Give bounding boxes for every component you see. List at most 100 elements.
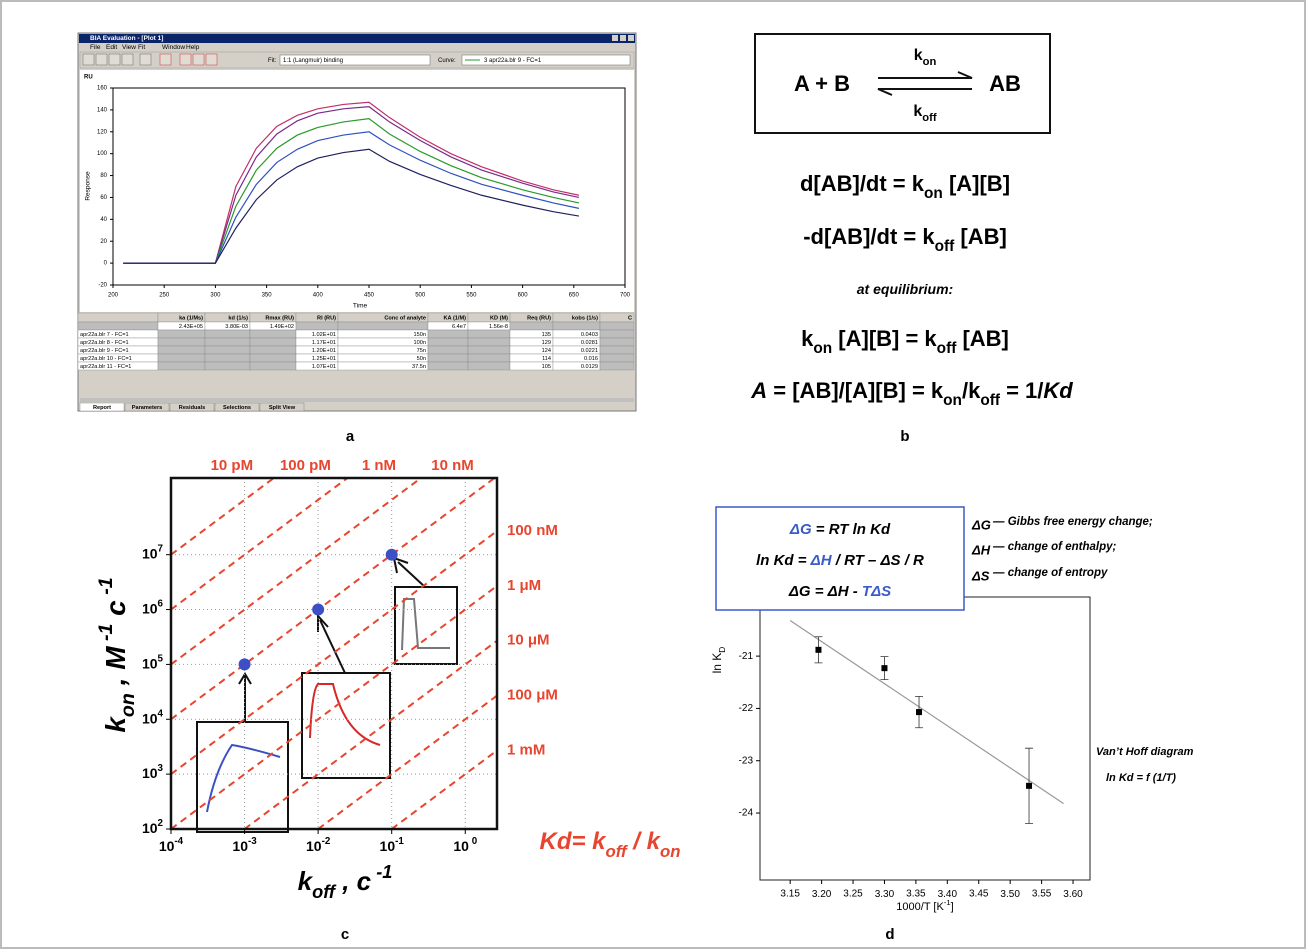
- table-cell: [428, 354, 468, 362]
- tool-button[interactable]: [83, 54, 94, 65]
- tool-button[interactable]: [140, 54, 151, 65]
- table-value: 1.17E+01: [312, 340, 336, 346]
- table-header: C: [628, 315, 632, 321]
- text-part: on: [813, 340, 832, 357]
- table-value: apr22a.blr 10 - FC=1: [80, 356, 132, 362]
- table-value: 105: [542, 364, 551, 370]
- table-cell: [600, 346, 634, 354]
- tool-button[interactable]: [206, 54, 217, 65]
- window-button[interactable]: [612, 35, 618, 41]
- text-part: / RT – ΔS / R: [832, 552, 924, 569]
- table-value: 50n: [417, 356, 426, 362]
- tab-label[interactable]: Selections: [223, 405, 251, 411]
- legend-text: — Gibbs free energy change;: [992, 516, 1153, 528]
- legend-text: — change of enthalpy;: [992, 541, 1116, 553]
- tick-exponent: -2: [322, 836, 331, 847]
- table-header: kd (1/s): [228, 315, 248, 321]
- tool-button[interactable]: [96, 54, 107, 65]
- axis-title: Response: [85, 171, 92, 201]
- tick-label: 450: [364, 293, 375, 299]
- data-point: [881, 665, 887, 671]
- tick-label: 600: [518, 293, 529, 299]
- kd-label: 10 nM: [431, 457, 474, 474]
- tab-label[interactable]: Parameters: [132, 405, 162, 411]
- tick-label: 3.25: [843, 889, 863, 900]
- tick-label: 500: [415, 293, 426, 299]
- window-title: BIA Evaluation - [Plot 1]: [90, 35, 163, 42]
- text-part: k: [100, 716, 131, 733]
- table-value: 100n: [414, 340, 426, 346]
- tick-base: 10: [380, 838, 396, 854]
- data-point: [815, 647, 821, 653]
- table-cell: [428, 330, 468, 338]
- tool-button[interactable]: [193, 54, 204, 65]
- text-part: ]: [951, 901, 954, 913]
- text-part: Kd: [1043, 378, 1073, 403]
- kd-label: 100 μM: [507, 687, 558, 704]
- table-header: RI (RU): [317, 315, 336, 321]
- page: BIA Evaluation - [Plot 1]FileEditViewFit…: [0, 0, 1306, 949]
- menu-item[interactable]: File: [90, 44, 101, 51]
- table-value: 124: [542, 348, 551, 354]
- tick-exponent: 3: [158, 763, 164, 774]
- tab-label[interactable]: Split View: [269, 405, 296, 411]
- tick-base: 10: [142, 600, 158, 616]
- table-cell: [600, 354, 634, 362]
- thermo-equation: ΔG = RT ln Kd: [789, 521, 891, 538]
- tick-label: 3.55: [1032, 889, 1052, 900]
- table-cell: [250, 346, 296, 354]
- text-part: ln K: [710, 653, 724, 674]
- tick-label: 350: [262, 293, 273, 299]
- panel-label: c: [341, 926, 349, 943]
- tick-label: 300: [210, 293, 221, 299]
- window-button[interactable]: [620, 35, 626, 41]
- table-header: ka (1/Ms): [179, 315, 203, 321]
- scrollbar[interactable]: [80, 398, 634, 402]
- tick-label: 3.30: [875, 889, 895, 900]
- table-value: 0.0221: [581, 348, 598, 354]
- tool-button[interactable]: [122, 54, 133, 65]
- menu-item[interactable]: Fit: [138, 44, 145, 51]
- menu-item[interactable]: Window: [162, 44, 185, 51]
- menu-item[interactable]: Edit: [106, 44, 117, 51]
- menu-item[interactable]: Help: [186, 44, 200, 51]
- kd-label: 1 μM: [507, 577, 541, 594]
- table-cell: [600, 322, 634, 330]
- window-button[interactable]: [628, 35, 634, 41]
- tab-label[interactable]: Residuals: [179, 405, 205, 411]
- tool-button[interactable]: [109, 54, 120, 65]
- text-part: ln Kd =: [756, 552, 811, 569]
- tick-base: 10: [142, 765, 158, 781]
- tab-label[interactable]: Report: [93, 405, 111, 411]
- tick-base: 10: [453, 838, 469, 854]
- tick-label: 250: [159, 293, 170, 299]
- table-cell: [296, 322, 338, 330]
- tick-exponent: 0: [469, 836, 478, 847]
- annotation: Van’t Hoff diagram: [1096, 746, 1194, 758]
- table-header: Conc of analyte: [384, 315, 426, 321]
- data-point: [916, 709, 922, 715]
- text-part: k: [913, 103, 922, 120]
- tick-base: 3.50: [1000, 889, 1020, 900]
- text-part: / k: [627, 828, 662, 855]
- text-part: = 1/: [1000, 378, 1043, 403]
- fit-label: Fit:: [268, 58, 277, 64]
- table-value: 1.20E+01: [312, 348, 336, 354]
- table-value: apr22a.blr 7 - FC=1: [80, 332, 129, 338]
- reaction-left: A + B: [794, 71, 850, 96]
- equation: at equilibrium:: [857, 281, 953, 297]
- table-cell: [338, 346, 428, 354]
- table-cell: [338, 322, 428, 330]
- tool-button[interactable]: [160, 54, 171, 65]
- table-value: 1.49E+02: [270, 324, 294, 330]
- table-value: 129: [542, 340, 551, 346]
- text-part: A: [750, 378, 767, 403]
- text-part: [AB]: [956, 326, 1009, 351]
- tick-label: 3.45: [969, 889, 989, 900]
- table-value: 3.80E-03: [225, 324, 248, 330]
- table-value: 37.5n: [412, 364, 426, 370]
- table-value: 0.0281: [581, 340, 598, 346]
- menu-item[interactable]: View: [122, 44, 136, 51]
- text-part: -1: [95, 577, 117, 600]
- tool-button[interactable]: [180, 54, 191, 65]
